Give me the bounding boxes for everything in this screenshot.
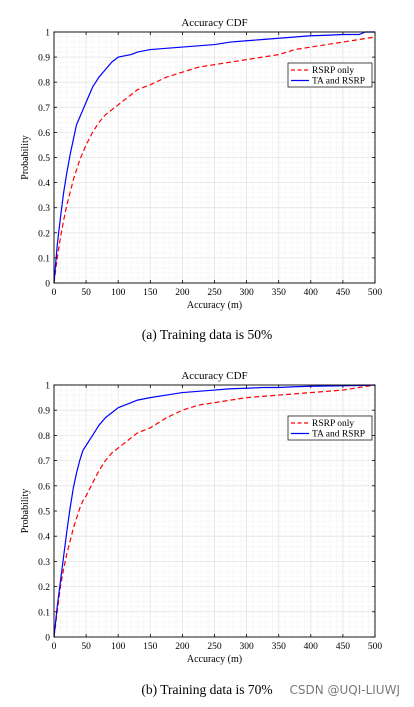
x-tick-label: 100 bbox=[111, 642, 126, 652]
y-tick-label: 0.9 bbox=[38, 54, 50, 64]
chart-title: Accuracy CDF bbox=[181, 17, 247, 29]
y-tick-label: 1 bbox=[45, 382, 50, 392]
y-tick-label: 0.6 bbox=[38, 129, 50, 139]
series-line-rsrp-only bbox=[53, 384, 376, 638]
x-tick-label: 50 bbox=[81, 642, 91, 652]
x-tick-label: 200 bbox=[175, 642, 190, 652]
y-tick-label: 0.4 bbox=[38, 533, 50, 543]
x-tick-label: 250 bbox=[207, 642, 222, 652]
x-tick-label: 300 bbox=[239, 642, 254, 652]
y-tick-label: 0.8 bbox=[38, 432, 50, 442]
plot-area: 0 50 100 150 200 250 300 350 400 450 500 0 0.1 0.2 0.3… bbox=[38, 382, 382, 653]
x-tick-label: 500 bbox=[368, 642, 383, 652]
y-tick-label: 0.2 bbox=[38, 229, 50, 239]
x-tick-label: 450 bbox=[336, 288, 351, 298]
series-line-ta-and-rsrp bbox=[53, 384, 376, 638]
y-tick-label: 0.5 bbox=[38, 508, 50, 518]
chart-b: 0 50 100 150 200 250 300 350 400 450 500 0 0.1 0.2 0.3… bbox=[20, 370, 382, 697]
x-axis-label: Accuracy (m) bbox=[187, 300, 242, 311]
legend-box bbox=[287, 62, 373, 88]
watermark-text: CSDN @UQI-LIUWJ bbox=[289, 683, 400, 697]
x-tick-label: 350 bbox=[272, 642, 287, 652]
chart-title: Accuracy CDF bbox=[181, 370, 247, 382]
y-tick-label: 0.4 bbox=[38, 179, 50, 189]
y-tick-label: 0.5 bbox=[38, 154, 50, 164]
x-tick-label: 500 bbox=[368, 288, 383, 298]
x-tick-label: 200 bbox=[175, 288, 190, 298]
x-tick-label: 400 bbox=[304, 642, 319, 652]
chart-caption: (a) Training data is 50% bbox=[142, 327, 273, 342]
y-tick-label: 0.9 bbox=[38, 407, 50, 417]
y-tick-label: 0.6 bbox=[38, 482, 50, 492]
y-tick-label: 0.3 bbox=[38, 558, 50, 568]
y-axis-label: Probability bbox=[20, 489, 31, 533]
y-tick-label: 0 bbox=[45, 280, 50, 290]
chart-caption: (b) Training data is 70% bbox=[141, 682, 272, 697]
x-tick-label: 400 bbox=[304, 288, 319, 298]
legend-label-rsrp-only: RSRP only bbox=[312, 419, 354, 429]
x-tick-label: 50 bbox=[81, 288, 91, 298]
y-tick-label: 0.3 bbox=[38, 204, 50, 214]
series-line-ta-and-rsrp bbox=[53, 31, 375, 284]
y-tick-label: 0.2 bbox=[38, 583, 50, 593]
y-tick-label: 0.1 bbox=[38, 608, 50, 618]
x-tick-label: 300 bbox=[239, 288, 254, 298]
x-tick-label: 250 bbox=[207, 288, 222, 298]
legend-label-ta-and-rsrp: TA and RSRP bbox=[312, 77, 365, 87]
legend-label-ta-and-rsrp: TA and RSRP bbox=[312, 430, 365, 440]
y-axis-label: Probability bbox=[20, 135, 31, 179]
x-tick-label: 0 bbox=[52, 642, 57, 652]
x-tick-label: 100 bbox=[111, 288, 126, 298]
y-tick-label: 1 bbox=[45, 29, 50, 39]
series-line-rsrp-only bbox=[53, 36, 376, 284]
x-axis-label: Accuracy (m) bbox=[187, 654, 242, 665]
x-tick-label: 150 bbox=[143, 288, 158, 298]
x-tick-label: 0 bbox=[52, 288, 57, 298]
y-tick-label: 0.1 bbox=[38, 254, 50, 264]
x-tick-label: 350 bbox=[272, 288, 287, 298]
legend-box bbox=[287, 415, 373, 441]
y-tick-label: 0.7 bbox=[38, 457, 50, 467]
x-tick-label: 150 bbox=[143, 642, 158, 652]
y-tick-label: 0 bbox=[45, 634, 50, 644]
y-tick-label: 0.7 bbox=[38, 104, 50, 114]
y-tick-label: 0.8 bbox=[38, 79, 50, 89]
plot-area: 0 50 100 150 200 250 300 350 400 450 500 0 0.1 0.2 0.3… bbox=[38, 29, 382, 299]
x-tick-label: 450 bbox=[336, 642, 351, 652]
legend-label-rsrp-only: RSRP only bbox=[312, 66, 354, 76]
chart-a: 0 50 100 150 200 250 300 350 400 450 500 0 0.1 0.2 0.3… bbox=[20, 17, 382, 342]
